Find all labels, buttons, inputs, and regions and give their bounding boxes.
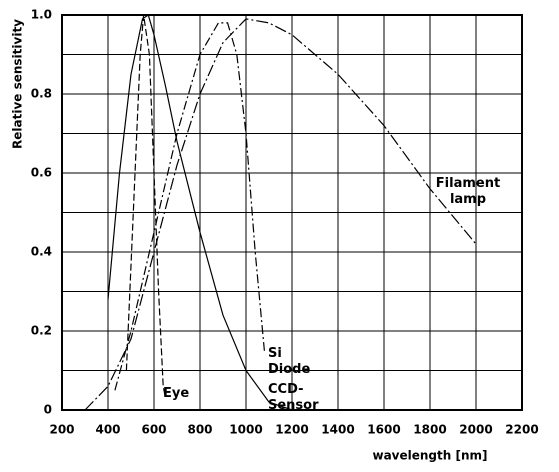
x-tick-label: 1800	[413, 423, 446, 437]
series-line	[114, 22, 265, 391]
series-label: Si Diode	[268, 346, 311, 377]
y-tick-label: 0.8	[31, 87, 52, 101]
series-label: CCD-Sensor	[268, 382, 319, 413]
x-tick-label: 2000	[459, 423, 492, 437]
series-line	[107, 14, 293, 411]
x-tick-label: 200	[49, 423, 74, 437]
y-tick-label: 0	[44, 403, 52, 417]
x-tick-label: 600	[141, 423, 166, 437]
x-tick-label: 1200	[275, 423, 308, 437]
x-tick-label: 800	[187, 423, 212, 437]
x-axis-label: wavelength [nm]	[372, 449, 487, 463]
x-tick-label: 1000	[229, 423, 262, 437]
series-label: Filament lamp	[435, 176, 501, 207]
x-tick-label: 1400	[321, 423, 354, 437]
series-label: Eye	[163, 386, 190, 401]
x-tick-label: 400	[95, 423, 120, 437]
x-tick-label: 1600	[367, 423, 400, 437]
y-tick-label: 0.4	[31, 245, 52, 259]
y-axis-label: Relative sensitivity	[11, 19, 25, 149]
x-tick-label: 2200	[505, 423, 538, 437]
y-tick-label: 0.2	[31, 324, 52, 338]
y-tick-label: 1.0	[31, 8, 52, 22]
y-tick-label: 0.6	[31, 166, 52, 180]
series-line	[125, 14, 167, 399]
series-line	[84, 18, 477, 411]
